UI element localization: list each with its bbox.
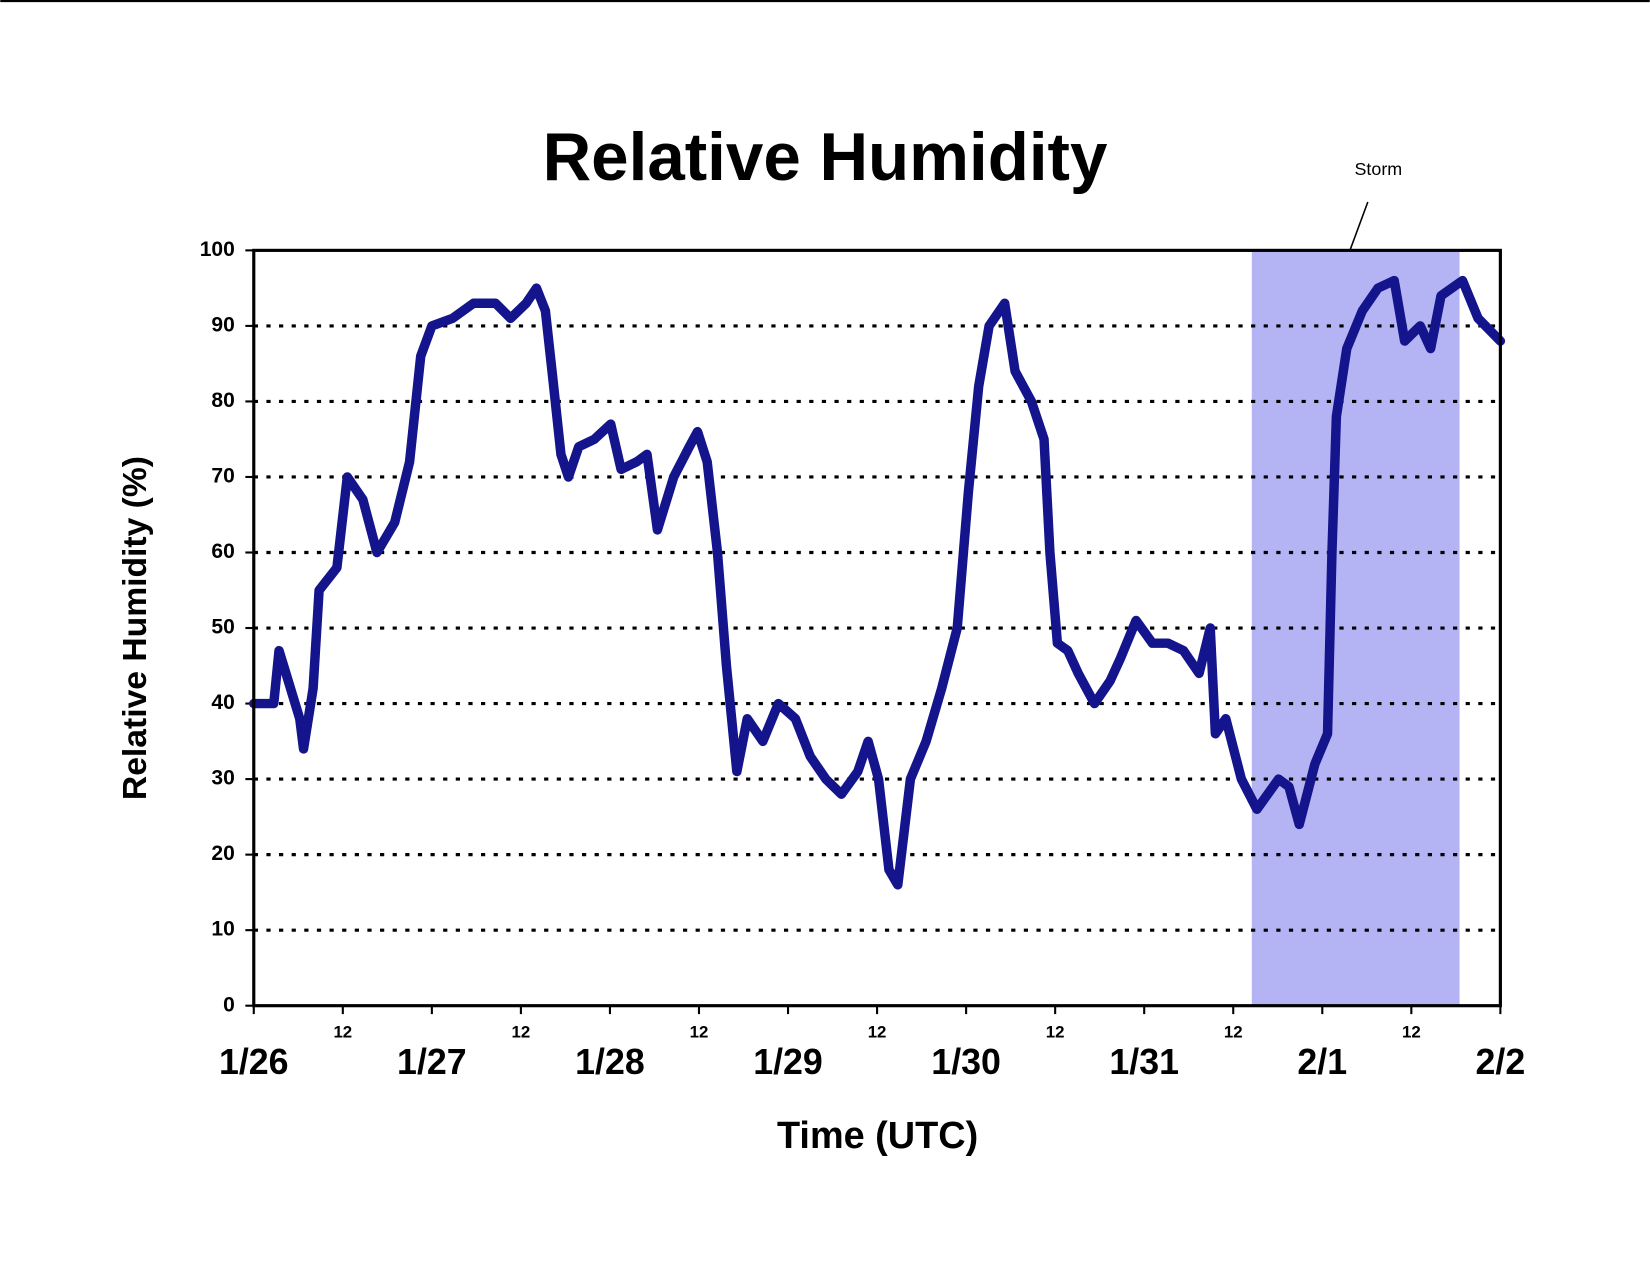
y-tick-label: 10 [211, 918, 234, 941]
x-hour-label: 12 [690, 1022, 709, 1041]
x-hour-label: 12 [1046, 1022, 1065, 1041]
x-hour-label: 12 [333, 1022, 352, 1041]
humidity-line [249, 275, 1506, 890]
annotation-pointer [1349, 201, 1369, 251]
x-date-label: 1/26 [219, 1042, 289, 1082]
x-hour-label: 12 [1402, 1022, 1421, 1041]
y-tick-label: 0 [223, 993, 235, 1016]
x-date-label: 1/30 [931, 1042, 1001, 1082]
y-tick-label: 60 [211, 540, 234, 563]
x-hour-label: 12 [868, 1022, 887, 1041]
x-date-label: 2/1 [1297, 1042, 1347, 1082]
y-axis-label: Relative Humidity (%) [117, 456, 154, 800]
x-date-label: 1/31 [1109, 1042, 1179, 1082]
y-tick-label: 50 [211, 616, 234, 639]
x-date-label: 1/28 [575, 1042, 645, 1082]
x-date-label: 1/29 [753, 1042, 823, 1082]
x-date-label: 2/2 [1476, 1042, 1526, 1082]
plot-frame [252, 248, 1502, 1008]
x-hour-label: 12 [512, 1022, 531, 1041]
chart-title: Relative Humidity [543, 120, 1108, 195]
x-hour-label: 12 [1224, 1022, 1243, 1041]
x-axis-label: Time (UTC) [777, 1115, 978, 1157]
y-tick-label: 100 [200, 238, 235, 261]
y-tick-label: 30 [211, 767, 234, 790]
x-date-label: 1/27 [397, 1042, 467, 1082]
y-tick-label: 90 [211, 313, 234, 336]
y-tick-label: 70 [211, 465, 234, 488]
y-tick-label: 40 [211, 691, 234, 714]
annotation-text: Storm [1354, 159, 1402, 179]
y-tick-label: 20 [211, 842, 234, 865]
y-tick-label: 80 [211, 389, 234, 412]
